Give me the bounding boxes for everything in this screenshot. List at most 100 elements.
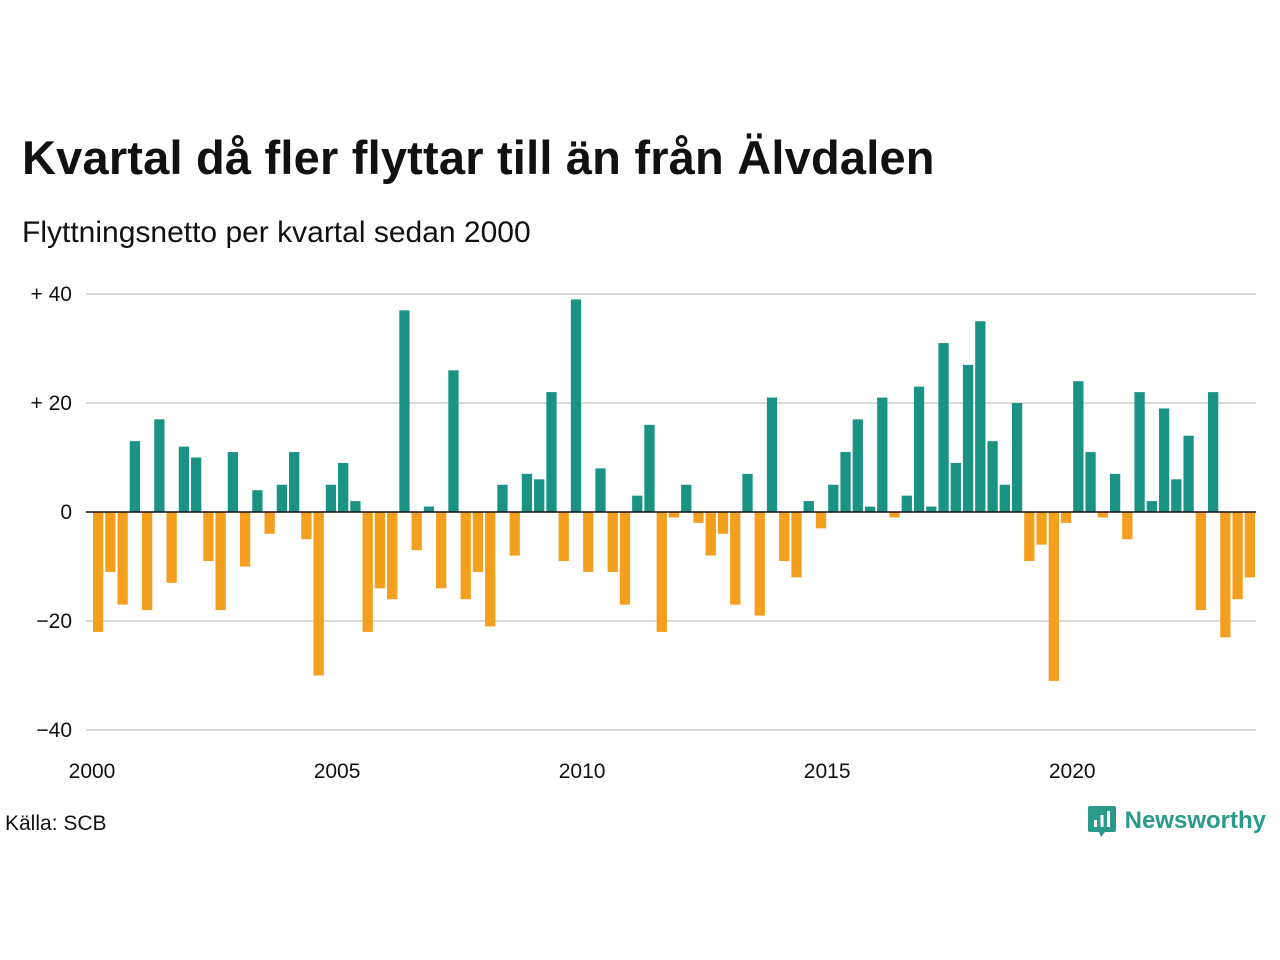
bar [1183, 435, 1194, 512]
bar [803, 501, 814, 512]
bar [325, 484, 337, 512]
bar [607, 512, 618, 572]
bar [264, 512, 275, 534]
bar [1024, 512, 1035, 562]
bar [1048, 512, 1059, 681]
bar [1158, 408, 1170, 512]
bar [791, 512, 802, 578]
bar [338, 462, 349, 512]
bar [350, 501, 361, 512]
bar [166, 512, 177, 583]
bar [1109, 473, 1121, 512]
brand-logo[interactable]: Newsworthy [1087, 804, 1266, 838]
bar [141, 512, 153, 611]
bar-chart: + 40 + 20 0 −20 −40 2000 2005 2010 2015 2020 [31, 283, 1256, 783]
newsworthy-logo-icon [1087, 806, 1116, 837]
y-tick-label: + 20 [31, 392, 72, 415]
axis-labels: + 40 + 20 0 −20 −40 2000 2005 2010 2015 2020 [31, 283, 1096, 783]
brand-name: Newsworthy [1124, 807, 1266, 834]
bar [877, 397, 888, 512]
bar [595, 468, 606, 512]
bar [1134, 392, 1145, 512]
bar [889, 512, 900, 518]
bar [1011, 403, 1023, 512]
bar [840, 452, 851, 512]
bar [252, 490, 263, 512]
bar [950, 462, 961, 512]
bar [521, 473, 533, 512]
bar [644, 424, 655, 512]
bar [668, 512, 680, 518]
bar [766, 397, 778, 512]
bar [681, 484, 692, 512]
bar [852, 419, 863, 512]
bar [1073, 381, 1084, 512]
y-tick-label: + 40 [31, 283, 72, 306]
bar [1220, 512, 1231, 638]
x-tick-label: 2020 [1049, 760, 1096, 783]
bar [583, 512, 594, 572]
bar [534, 479, 545, 512]
bar [448, 370, 459, 512]
bar [558, 512, 569, 562]
bar [387, 512, 398, 600]
bar [129, 441, 141, 512]
bar [276, 484, 288, 512]
y-tick-label: −40 [36, 719, 72, 742]
bar [742, 473, 753, 512]
bar [497, 484, 508, 512]
x-tick-label: 2015 [804, 760, 851, 783]
bar [864, 506, 876, 512]
y-tick-label: −20 [36, 610, 72, 633]
bar [1146, 501, 1157, 512]
bar [472, 512, 484, 572]
bar [105, 512, 116, 572]
x-tick-label: 2010 [559, 760, 606, 783]
bar [926, 506, 937, 512]
bar [460, 512, 471, 600]
chart-title: Kvartal då fler flyttar till än från Älv… [22, 131, 935, 184]
bar [962, 364, 974, 512]
bar [485, 512, 496, 627]
y-tick-label: 0 [60, 501, 72, 524]
bar [313, 512, 324, 676]
bar [1232, 512, 1243, 600]
bar [815, 512, 827, 529]
bar [1097, 512, 1108, 518]
bar [117, 512, 128, 605]
bar [92, 512, 104, 632]
bars [92, 299, 1256, 681]
bar [754, 512, 765, 616]
bar [913, 386, 925, 512]
bar [570, 299, 582, 512]
bar [411, 512, 422, 551]
bar [1244, 512, 1256, 578]
bar [509, 512, 520, 556]
bar [289, 452, 300, 512]
bar [1085, 452, 1096, 512]
bar [1207, 392, 1219, 512]
bar [399, 310, 410, 512]
source-note: Källa: SCB [5, 812, 107, 835]
bar [436, 512, 447, 589]
bar [1060, 512, 1072, 523]
bar [987, 441, 998, 512]
bar [1171, 479, 1182, 512]
bar [656, 512, 667, 632]
bar [999, 484, 1010, 512]
bar [374, 512, 386, 589]
bar [191, 457, 202, 512]
bar [779, 512, 790, 562]
bar [938, 343, 949, 512]
x-tick-label: 2000 [69, 760, 116, 783]
gridlines [86, 293, 1256, 731]
bar [975, 321, 986, 512]
bar [546, 392, 557, 512]
bar [301, 512, 312, 540]
bar [227, 452, 239, 512]
bar [240, 512, 251, 567]
bar [632, 495, 643, 512]
bar [828, 484, 839, 512]
bar [1036, 512, 1047, 545]
bar [619, 512, 631, 605]
